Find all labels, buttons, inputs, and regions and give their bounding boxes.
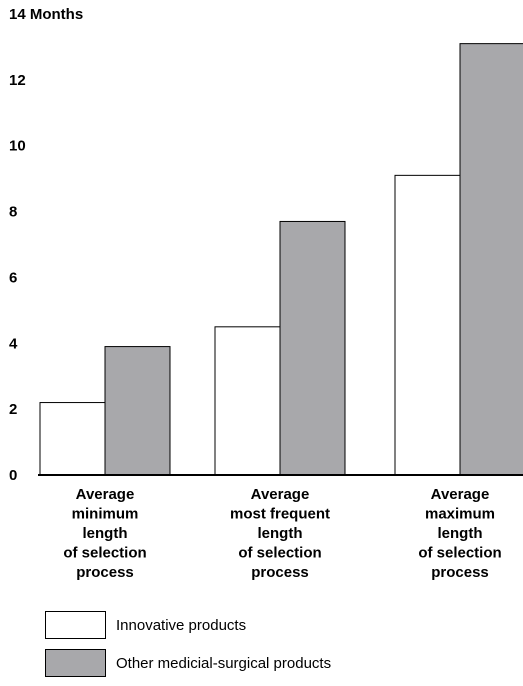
- y-tick-label: 10: [9, 138, 26, 155]
- category-label-line: maximum: [425, 506, 495, 523]
- category-label-line: process: [251, 564, 309, 581]
- category-label-line: Average: [251, 486, 310, 503]
- category-label-line: Average: [431, 486, 490, 503]
- bars: [39, 43, 523, 476]
- bar-innovative-2: [214, 326, 281, 476]
- bar-chart: 0 2 4 6 8 10 12 14 Months Average minimum length o…: [9, 6, 523, 581]
- bar-innovative-3: [394, 174, 461, 476]
- y-tick-label: 0: [9, 467, 17, 484]
- category-label-line: length: [438, 525, 483, 542]
- y-tick-label: 12: [9, 72, 26, 89]
- y-axis-ticks: 0 2 4 6 8 10 12 14 Months: [9, 6, 83, 484]
- legend: Innovative products Other medicial-surgi…: [45, 610, 331, 686]
- legend-item-other: Other medicial-surgical products: [45, 648, 331, 678]
- category-label-line: length: [83, 525, 128, 542]
- category-label-line: length: [258, 525, 303, 542]
- y-tick-label: 8: [9, 204, 17, 221]
- category-label-line: of selection: [63, 545, 146, 562]
- y-tick-label: 14 Months: [9, 6, 83, 23]
- category-label-line: most frequent: [230, 506, 330, 523]
- bar-innovative-1: [39, 402, 106, 476]
- bar-other-1: [104, 346, 171, 476]
- legend-item-innovative: Innovative products: [45, 610, 331, 640]
- y-tick-label: 2: [9, 401, 17, 418]
- bar-other-2: [279, 220, 346, 476]
- category-label-line: Average: [76, 486, 135, 503]
- category-label-line: of selection: [238, 545, 321, 562]
- legend-swatch-innovative: [45, 611, 106, 639]
- y-tick-label: 6: [9, 269, 17, 286]
- category-label-line: of selection: [418, 545, 501, 562]
- category-label-line: minimum: [72, 506, 139, 523]
- category-label-line: process: [431, 564, 489, 581]
- bar-other-3: [459, 43, 523, 476]
- legend-label-other: Other medicial-surgical products: [116, 654, 332, 672]
- category-label-line: process: [76, 564, 134, 581]
- y-tick-label: 4: [9, 335, 18, 352]
- category-labels: Average minimum length of selection process A…: [63, 486, 501, 581]
- legend-label-innovative: Innovative products: [116, 616, 247, 634]
- legend-swatch-other: [45, 649, 106, 677]
